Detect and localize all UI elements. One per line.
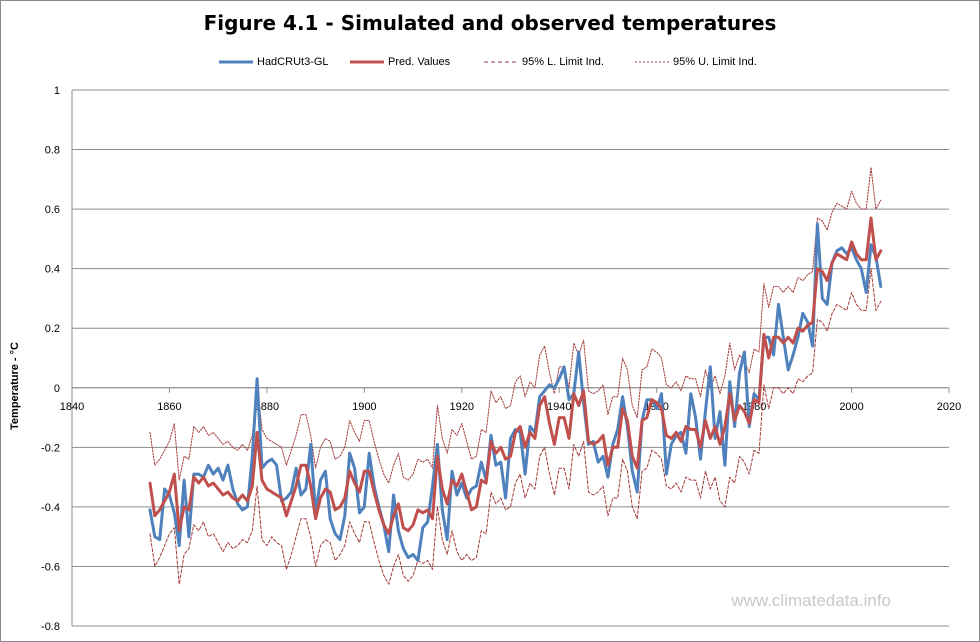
y-tick-label: 0.4 [45, 264, 60, 276]
legend-label-upper: 95% U. Limit Ind. [673, 56, 757, 69]
series-line-lower-limit [149, 268, 882, 585]
chart-title: Figure 4.1 - Simulated and observed temp… [203, 11, 777, 35]
legend-item-upper: 95% U. Limit Ind. [635, 56, 757, 68]
watermark: www.climatedata.info [731, 591, 891, 610]
y-tick-label: 0.2 [45, 323, 60, 335]
legend-item-pred: Pred. Values [350, 56, 450, 68]
x-tick-label: 1940 [547, 401, 571, 413]
x-tick-label: 1880 [255, 401, 279, 413]
y-tick-label: -0.6 [41, 561, 60, 573]
legend-swatch-pred [350, 60, 384, 64]
y-tick-label: 0 [54, 383, 60, 395]
series-line-upper-limit [149, 166, 882, 484]
legend-swatch-hadcrut [219, 60, 253, 64]
x-tick-label: 1920 [450, 401, 474, 413]
legend-item-lower: 95% L. Limit Ind. [484, 56, 604, 68]
legend-swatch-upper [635, 61, 669, 63]
y-tick-label: -0.2 [41, 442, 60, 454]
x-tick-label: 2020 [937, 401, 961, 413]
series-line-pred [148, 216, 883, 536]
x-tick-label: 1900 [352, 401, 376, 413]
legend-label-pred: Pred. Values [388, 56, 451, 69]
legend-label-hadcrut: HadCRUt3-GL [257, 56, 329, 69]
x-tick-label: 1860 [157, 401, 181, 413]
legend-item-hadcrut: HadCRUt3-GL [219, 56, 329, 68]
y-tick-label: -0.8 [41, 621, 60, 633]
series-line-hadcrut [148, 222, 883, 562]
y-tick-label: -0.4 [41, 502, 60, 514]
y-tick-label: 0.6 [45, 204, 60, 216]
y-tick-label: 0.8 [45, 145, 60, 157]
legend-swatch-lower [484, 61, 518, 63]
x-tick-label: 1840 [60, 401, 84, 413]
legend-label-lower: 95% L. Limit Ind. [522, 56, 604, 69]
y-tick-label: 1 [54, 85, 60, 97]
x-tick-label: 2000 [839, 401, 863, 413]
